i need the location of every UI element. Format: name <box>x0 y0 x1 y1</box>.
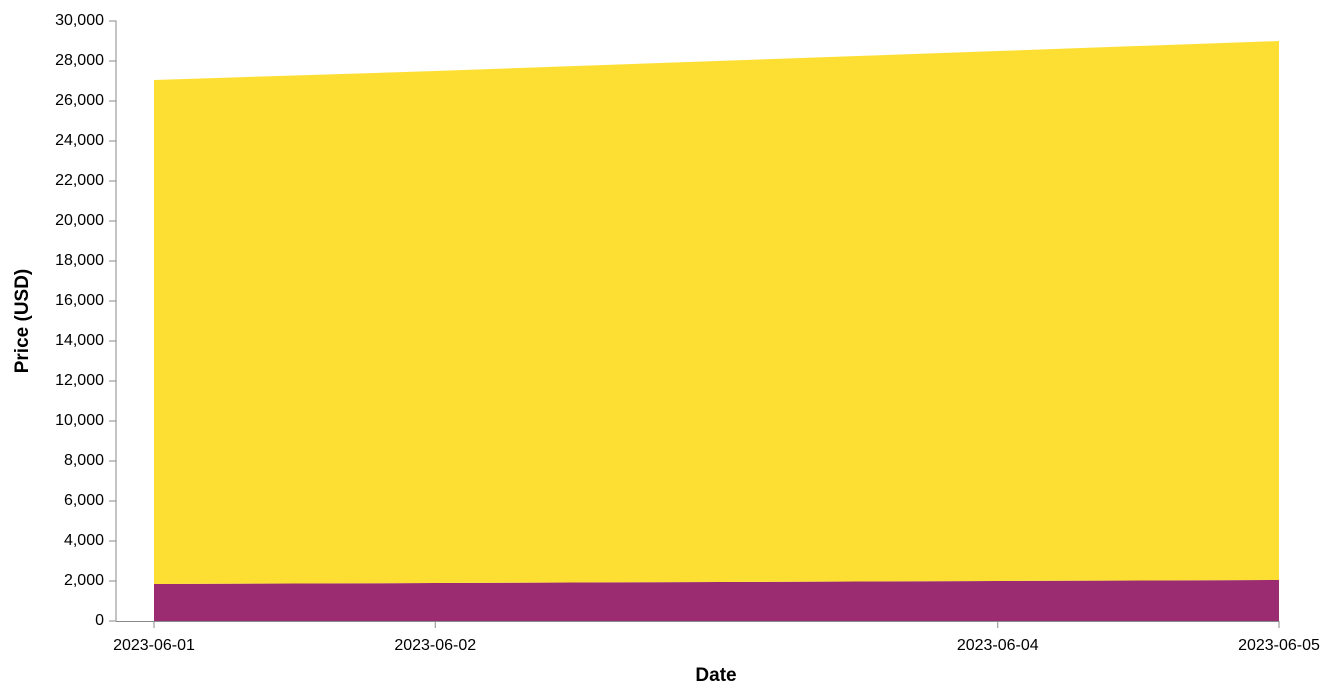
y-tick-label: 16,000 <box>55 292 104 309</box>
y-tick-label: 2,000 <box>64 572 104 589</box>
y-tick-label: 22,000 <box>55 172 104 189</box>
x-tick-label: 2023-06-02 <box>394 637 476 654</box>
y-tick-label: 28,000 <box>55 52 104 69</box>
x-tick-label: 2023-06-05 <box>1238 637 1320 654</box>
y-tick-label: 30,000 <box>55 12 104 29</box>
y-tick-label: 0 <box>95 612 104 629</box>
y-tick-label: 6,000 <box>64 492 104 509</box>
y-tick-label: 18,000 <box>55 252 104 269</box>
x-axis-title: Date <box>695 665 736 686</box>
y-tick-label: 24,000 <box>55 132 104 149</box>
y-tick-label: 20,000 <box>55 212 104 229</box>
x-tick-label: 2023-06-01 <box>113 637 195 654</box>
area-series-2 <box>154 41 1279 584</box>
x-tick-label: 2023-06-04 <box>957 637 1039 654</box>
area-series-1 <box>154 580 1279 621</box>
plot-area <box>154 41 1279 621</box>
y-tick-label: 4,000 <box>64 532 104 549</box>
y-tick-label: 8,000 <box>64 452 104 469</box>
y-axis-title: Price (USD) <box>12 269 33 374</box>
y-tick-label: 10,000 <box>55 412 104 429</box>
y-tick-label: 12,000 <box>55 372 104 389</box>
y-tick-label: 14,000 <box>55 332 104 349</box>
y-axis: 0 2,000 4,000 6,000 8,000 10,000 12,000 14,000 1… <box>55 12 117 629</box>
x-axis: 2023-06-01 2023-06-02 2023-06-04 2023-06-05 <box>113 621 1320 654</box>
y-tick-label: 26,000 <box>55 92 104 109</box>
